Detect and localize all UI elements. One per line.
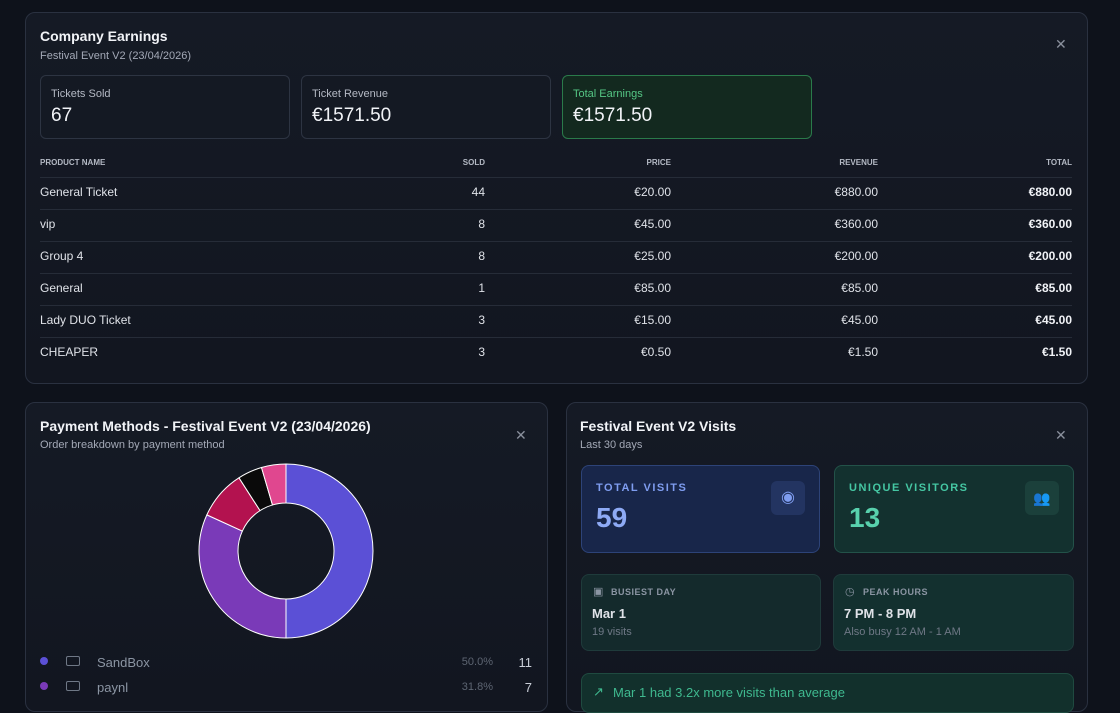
legend-name: paynl <box>97 680 129 695</box>
tile-value: 7 PM - 8 PM <box>844 606 917 621</box>
tile-label: BUSIEST DAY <box>611 587 677 597</box>
legend-count: 11 <box>518 655 533 670</box>
card-subtitle: Order breakdown by payment method <box>40 439 225 451</box>
table-cell: €15.00 <box>634 313 671 327</box>
tile-label: PEAK HOURS <box>863 587 929 597</box>
stat-box: Tickets Sold 67 <box>40 75 290 139</box>
legend-count: 7 <box>524 680 532 695</box>
stat-value: €1571.50 <box>573 105 653 126</box>
card-icon <box>66 656 80 666</box>
legend-percent: 50.0% <box>461 656 493 668</box>
tile-label: UNIQUE VISITORS <box>849 482 969 494</box>
insight-text: Mar 1 had 3.2x more visits than average <box>613 685 845 700</box>
table-cell: €880.00 <box>834 185 878 199</box>
table-cell: CHEAPER <box>40 345 99 359</box>
table-cell: €20.00 <box>634 185 671 199</box>
calendar-icon: ▣ <box>593 586 604 598</box>
tile-value: 13 <box>849 502 881 533</box>
card-subtitle: Festival Event V2 (23/04/2026) <box>40 50 192 62</box>
table-cell: Group 4 <box>40 249 84 263</box>
table-cell: €85.00 <box>1035 281 1072 295</box>
stat-value: €1571.50 <box>312 105 392 126</box>
stat-label: Tickets Sold <box>51 88 111 100</box>
trend-icon: ↗ <box>593 684 604 699</box>
stat-value: 67 <box>51 105 73 126</box>
card-title: Festival Event V2 Visits <box>580 418 737 434</box>
close-button[interactable]: ✕ <box>515 427 527 443</box>
donut-slice <box>198 514 287 639</box>
table-cell: €85.00 <box>634 281 671 295</box>
table-cell: €45.00 <box>634 217 671 231</box>
donut-slice <box>260 463 287 506</box>
clock-icon: ◷ <box>845 586 855 598</box>
legend-percent: 31.8% <box>461 681 493 693</box>
table-cell: €200.00 <box>834 249 878 263</box>
column-header: PRICE <box>646 158 671 167</box>
table-cell: 44 <box>471 185 485 199</box>
table-cell: €25.00 <box>634 249 671 263</box>
table-cell: €45.00 <box>841 313 878 327</box>
table-cell: €85.00 <box>841 281 878 295</box>
row-divider <box>40 337 1072 338</box>
visits-card: Festival Event V2 Visits Last 30 days ✕ … <box>566 402 1088 713</box>
row-divider <box>40 241 1072 242</box>
column-header: REVENUE <box>839 158 878 167</box>
table-cell: €1.50 <box>1041 345 1072 359</box>
table-cell: Lady DUO Ticket <box>40 313 131 327</box>
busiest-day-tile: BUSIEST DAY ▣ Mar 1 19 visits <box>581 574 821 651</box>
row-divider <box>40 273 1072 274</box>
table-cell: 8 <box>478 217 485 231</box>
stat-label: Ticket Revenue <box>312 88 389 100</box>
card-title: Payment Methods - Festival Event V2 (23/… <box>40 418 371 434</box>
legend-name: SandBox <box>97 655 150 670</box>
table-cell: 3 <box>478 313 485 327</box>
column-header: PRODUCT NAME <box>40 158 106 167</box>
insight-box: ↗ Mar 1 had 3.2x more visits than averag… <box>581 673 1074 713</box>
table-cell: 1 <box>478 281 485 295</box>
unique-visitors-tile: UNIQUE VISITORS 13 👥 <box>834 465 1074 553</box>
peak-hours-tile: PEAK HOURS ◷ 7 PM - 8 PM Also busy 12 AM… <box>833 574 1074 651</box>
close-button[interactable]: ✕ <box>1055 36 1067 52</box>
total-visits-tile: TOTAL VISITS 59 ◉ <box>581 465 820 553</box>
table-cell: €360.00 <box>1028 217 1072 231</box>
earnings-card: Company Earnings Festival Event V2 (23/0… <box>25 12 1088 384</box>
table-cell: General <box>40 281 83 295</box>
column-header: SOLD <box>462 158 485 167</box>
table-cell: €200.00 <box>1028 249 1072 263</box>
tile-value: 59 <box>596 502 628 533</box>
table-cell: €0.50 <box>640 345 671 359</box>
tile-detail: Also busy 12 AM - 1 AM <box>844 626 961 638</box>
table-cell: 8 <box>478 249 485 263</box>
donut-slice <box>285 463 374 639</box>
stat-box: Total Earnings €1571.50 <box>562 75 812 139</box>
row-divider <box>40 305 1072 306</box>
card-icon <box>66 681 80 691</box>
table-cell: 3 <box>478 345 485 359</box>
table-cell: €880.00 <box>1028 185 1072 199</box>
stat-box: Ticket Revenue €1571.50 <box>301 75 551 139</box>
users-icon: 👥 <box>1025 481 1059 515</box>
stat-label: Total Earnings <box>573 88 643 100</box>
table-cell: €360.00 <box>834 217 878 231</box>
close-button[interactable]: ✕ <box>1055 427 1067 443</box>
legend-dot <box>40 682 48 690</box>
card-title: Company Earnings <box>40 28 168 44</box>
eye-icon: ◉ <box>771 481 805 515</box>
payments-card: Payment Methods - Festival Event V2 (23/… <box>25 402 548 712</box>
table-cell: €45.00 <box>1035 313 1072 327</box>
tile-label: TOTAL VISITS <box>596 482 688 494</box>
table-cell: vip <box>40 217 56 231</box>
card-subtitle: Last 30 days <box>580 439 643 451</box>
table-cell: €1.50 <box>847 345 878 359</box>
tile-detail: 19 visits <box>592 626 632 638</box>
legend-dot <box>40 657 48 665</box>
row-divider <box>40 209 1072 210</box>
row-divider <box>40 177 1072 178</box>
tile-value: Mar 1 <box>592 606 626 621</box>
table-cell: General Ticket <box>40 185 118 199</box>
column-header: TOTAL <box>1046 158 1072 167</box>
